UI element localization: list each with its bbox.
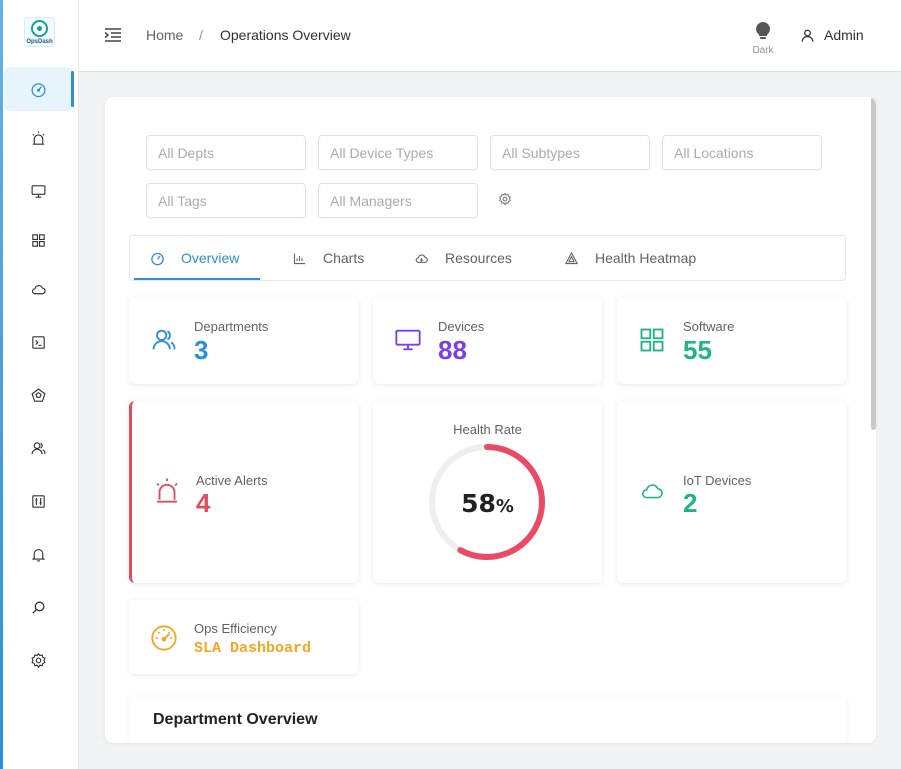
tab-resources-label: Resources	[445, 250, 512, 266]
health-rate-readout: 58%	[373, 489, 602, 518]
iot-devices-value: 2	[683, 488, 698, 518]
ops-efficiency-label: Ops Efficiency	[194, 621, 277, 636]
tab-charts-label: Charts	[323, 250, 365, 266]
filter-settings-icon[interactable]	[498, 192, 512, 206]
breadcrumb-home[interactable]: Home	[146, 27, 184, 43]
app-logo[interactable]: OpsDash	[24, 17, 55, 47]
software-label: Software	[683, 319, 735, 334]
active-alerts-value: 4	[196, 488, 211, 518]
main-panel: Overview Charts Resources Health Heatmap…	[105, 97, 876, 743]
tab-charts[interactable]: Charts	[292, 236, 364, 280]
grid-icon	[640, 328, 664, 352]
siren-icon	[156, 478, 178, 503]
sliders-icon	[32, 494, 45, 508]
gauge-icon	[31, 82, 46, 97]
bar-chart-icon	[293, 253, 306, 264]
theme-toggle[interactable]: Dark	[749, 21, 777, 61]
iot-devices-label: IoT Devices	[683, 473, 752, 488]
manager-filter[interactable]	[318, 183, 478, 218]
sidebar-accent-edge	[0, 0, 3, 769]
sidebar-item-alerts[interactable]	[4, 116, 73, 160]
tab-resources[interactable]: Resources	[414, 236, 512, 280]
devices-value: 88	[438, 335, 467, 365]
theme-label: Dark	[752, 45, 774, 56]
tab-health-heatmap-label: Health Heatmap	[595, 250, 697, 266]
breadcrumb-separator: /	[199, 27, 203, 43]
health-rate-unit: %	[495, 496, 514, 517]
breadcrumb-current: Operations Overview	[220, 27, 351, 43]
sidebar-item-cloud[interactable]	[4, 267, 73, 311]
sidebar-item-settings[interactable]	[4, 638, 73, 682]
sidebar-item-network[interactable]	[4, 373, 73, 417]
bell-icon	[31, 548, 46, 561]
sidebar-item-users[interactable]	[4, 426, 73, 470]
health-rate-gauge	[429, 444, 545, 560]
department-overview-section: Department Overview	[129, 697, 846, 743]
monitor-icon	[31, 184, 46, 198]
menu-toggle-icon[interactable]	[104, 27, 122, 43]
sidebar-item-search[interactable]	[4, 585, 73, 629]
logo-mark-icon	[31, 20, 48, 37]
users-icon	[152, 329, 176, 350]
iot-devices-card[interactable]: IoT Devices 2	[617, 401, 846, 583]
sidebar-item-notifications[interactable]	[4, 532, 73, 576]
sidebar: OpsDash	[0, 0, 79, 769]
device-type-filter[interactable]	[318, 135, 478, 170]
location-filter[interactable]	[662, 135, 822, 170]
health-rate-card[interactable]: Health Rate 58%	[373, 401, 602, 583]
view-tabs: Overview Charts Resources Health Heatmap	[129, 235, 846, 281]
sidebar-item-software[interactable]	[4, 218, 73, 262]
search-icon	[32, 601, 45, 614]
sidebar-item-devices[interactable]	[4, 169, 73, 213]
software-card[interactable]: Software 55	[617, 297, 846, 384]
siren-icon	[32, 130, 45, 145]
gauge-arc	[429, 444, 545, 560]
sidebar-item-terminal[interactable]	[4, 320, 73, 364]
tab-overview[interactable]: Overview	[150, 236, 239, 280]
gauge-icon	[151, 625, 177, 651]
active-alerts-card[interactable]: Active Alerts 4	[129, 401, 358, 583]
active-tab-indicator	[134, 278, 260, 280]
logo-text: OpsDash	[26, 39, 53, 45]
cloud-icon	[415, 254, 428, 263]
devices-card[interactable]: Devices 88	[373, 297, 602, 384]
tab-health-heatmap[interactable]: Health Heatmap	[564, 236, 696, 280]
top-header: Home / Operations Overview Dark Admin	[79, 0, 901, 72]
health-rate-title: Health Rate	[453, 422, 522, 437]
user-name: Admin	[824, 27, 864, 43]
monitor-icon	[395, 329, 421, 351]
vertical-scrollbar[interactable]	[871, 97, 876, 430]
gear-icon	[31, 652, 46, 668]
ops-efficiency-card[interactable]: Ops Efficiency	[129, 600, 358, 674]
department-overview-title: Department Overview	[153, 711, 318, 728]
lightbulb-icon	[756, 22, 770, 39]
pentagon-icon	[31, 387, 46, 402]
health-rate-value: 58	[461, 489, 496, 518]
departments-card[interactable]: Departments 3	[129, 297, 358, 384]
terminal-icon	[32, 335, 45, 349]
dept-filter[interactable]	[146, 135, 306, 170]
devices-label: Devices	[438, 319, 485, 334]
sidebar-item-controls[interactable]	[4, 479, 73, 523]
users-icon	[31, 441, 46, 454]
tag-filter[interactable]	[146, 183, 306, 218]
subtype-filter[interactable]	[490, 135, 650, 170]
tab-overview-label: Overview	[181, 250, 240, 266]
triangle-icon	[564, 251, 579, 264]
grid-icon	[32, 233, 45, 247]
gauge-icon	[151, 252, 164, 265]
cloud-icon	[641, 484, 663, 499]
departments-value: 3	[194, 335, 209, 365]
software-value: 55	[683, 335, 712, 365]
active-alerts-label: Active Alerts	[196, 473, 268, 488]
cloud-icon	[31, 284, 46, 294]
user-icon	[801, 29, 814, 42]
sla-dashboard-link[interactable]: SLA Dashboard	[194, 640, 312, 657]
user-menu[interactable]: Admin	[800, 27, 864, 43]
departments-label: Departments	[194, 319, 269, 334]
sidebar-item-dashboard[interactable]	[4, 67, 74, 111]
